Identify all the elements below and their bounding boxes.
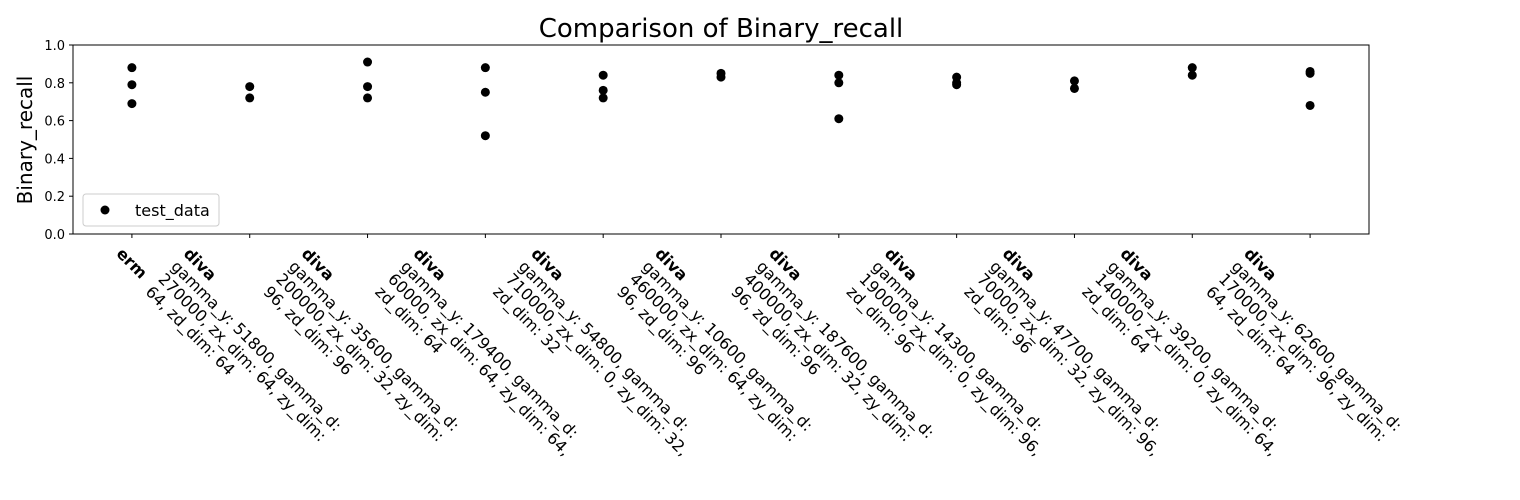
point: [834, 78, 844, 88]
point: [127, 63, 137, 73]
point: [834, 114, 844, 124]
chart-title: Comparison of Binary_recall: [539, 14, 904, 44]
point: [1069, 83, 1079, 93]
y-tick-label: 0.6: [44, 115, 65, 130]
point: [363, 82, 373, 92]
legend-box: [82, 193, 220, 227]
y-tick-label: 1.0: [44, 39, 65, 54]
y-axis-label: Binary_recall: [13, 76, 37, 205]
point: [480, 63, 490, 73]
point: [245, 82, 255, 92]
point: [1305, 100, 1315, 110]
point: [598, 70, 608, 80]
point: [363, 93, 373, 103]
legend-label: test_data: [135, 201, 210, 221]
point: [480, 131, 490, 141]
point: [245, 93, 255, 103]
point: [127, 80, 137, 90]
x-tick-label-line: erm: [113, 244, 151, 282]
point: [1187, 70, 1197, 80]
point: [834, 70, 844, 80]
y-tick-label: 0.2: [44, 190, 65, 205]
x-tick-label: erm: [113, 244, 151, 282]
point: [363, 57, 373, 67]
point: [1187, 63, 1197, 73]
y-tick-label: 0.8: [44, 77, 65, 92]
point: [480, 87, 490, 97]
point: [598, 85, 608, 95]
point: [952, 80, 962, 90]
point: [127, 99, 137, 109]
point: [1305, 68, 1315, 78]
y-tick-label: 0.0: [44, 228, 65, 243]
point: [1069, 76, 1079, 86]
legend-marker: [100, 205, 110, 215]
point: [598, 93, 608, 103]
point: [716, 72, 726, 82]
y-tick-label: 0.4: [44, 152, 65, 167]
